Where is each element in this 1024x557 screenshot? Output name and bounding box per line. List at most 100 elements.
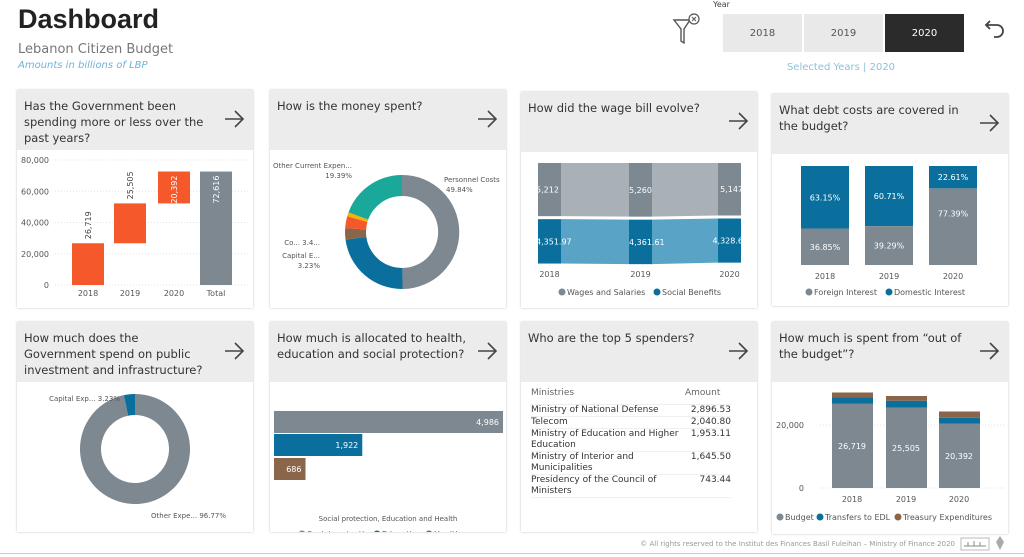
- legend-label: Transfers to EDL: [824, 513, 891, 522]
- card-header-social-allocation[interactable]: How much is allocated to health, educati…: [270, 322, 506, 382]
- bar: [274, 411, 503, 433]
- bar: [274, 458, 306, 480]
- data-label: 1,922: [335, 441, 358, 450]
- data-label: 5,147: [720, 185, 743, 194]
- y-tick-label: 0: [799, 484, 804, 493]
- data-label: 4,361.61: [629, 238, 665, 247]
- arrow-right-icon[interactable]: [978, 340, 1000, 362]
- data-label: 39.29%: [874, 242, 905, 251]
- card-debt-costs: What debt costs are covered in the budge…: [772, 94, 1008, 306]
- slice-value: 19.39%: [325, 172, 352, 180]
- arrow-right-icon[interactable]: [223, 108, 245, 130]
- data-label: 5,260: [629, 186, 652, 195]
- card-header-spending-trend[interactable]: Has the Government been spending more or…: [17, 90, 253, 150]
- year-button-2018[interactable]: 2018: [723, 14, 802, 52]
- bar-treasury-expenditures: [886, 396, 927, 401]
- donut-slice[interactable]: [345, 216, 368, 230]
- data-label: 25,505: [126, 171, 135, 199]
- slice-label: Capital E...: [282, 252, 320, 260]
- chart-debt-costs: 63.15% 36.85% 2018 60.71% 39.29% 2019 22.61% 77…: [801, 166, 977, 297]
- top-spenders-table: Ministries Amount Ministry of National Def…: [531, 386, 731, 498]
- legend-marker: [653, 288, 661, 296]
- year-button-2020[interactable]: 2020: [885, 14, 964, 52]
- table-row[interactable]: Ministry of Interior and Municipalities 1…: [531, 451, 731, 475]
- arrow-right-icon[interactable]: [727, 340, 749, 362]
- ministry-cell: Ministry of Interior and Municipalities: [531, 451, 685, 475]
- bar-domestic-interest: [865, 166, 913, 227]
- donut-slice[interactable]: [345, 236, 403, 290]
- divider: [0, 553, 1024, 554]
- card-header-out-of-budget[interactable]: How much is spent from “out of the budge…: [772, 322, 1008, 382]
- x-tick-label: Total: [206, 289, 226, 298]
- chart-wage-bill: 5,212 4,351.97 2018 5,260 4,361.61 2019 5,147 4…: [536, 163, 743, 297]
- y-tick-label: 40,000: [21, 219, 49, 228]
- table-row[interactable]: Presidency of the Council of Ministers 74…: [531, 474, 731, 498]
- card-spending-trend: Has the Government been spending more or…: [17, 90, 253, 308]
- y-tick-label: 60,000: [21, 187, 49, 196]
- arrow-right-icon[interactable]: [223, 340, 245, 362]
- clear-filter-icon[interactable]: [672, 12, 702, 46]
- card-header-wage-bill[interactable]: How did the wage bill evolve?: [521, 92, 757, 152]
- donut-slice[interactable]: [123, 394, 135, 416]
- card-header-top-spenders[interactable]: Who are the top 5 spenders?: [521, 322, 757, 382]
- card-title: How much does the Government spend on pu…: [24, 331, 203, 377]
- y-tick-label: 20,000: [21, 250, 49, 259]
- card-title: Who are the top 5 spenders?: [528, 331, 695, 345]
- chart-social-allocation: 4,986 1,922 686 Social protection, Educatio…: [274, 411, 503, 532]
- card-title: How much is allocated to health, educati…: [277, 331, 466, 361]
- data-label: 20,392: [170, 176, 179, 204]
- donut-slice[interactable]: [347, 212, 369, 222]
- table-row[interactable]: Telecom 2,040.80: [531, 416, 731, 429]
- legend-marker: [816, 513, 824, 521]
- card-title: What debt costs are covered in the budge…: [779, 103, 959, 133]
- ribbon-wages: [561, 163, 629, 217]
- table-row[interactable]: Ministry of National Defense 2,896.53: [531, 404, 731, 417]
- legend-marker: [558, 288, 566, 296]
- y-tick-label: 80,000: [21, 156, 49, 165]
- donut-slice[interactable]: [402, 174, 460, 289]
- bar-treasury-expenditures: [939, 411, 980, 418]
- bar-wages: [718, 163, 741, 216]
- bar-treasury-expenditures: [832, 392, 873, 398]
- arrow-right-icon[interactable]: [476, 108, 498, 130]
- arrow-right-icon[interactable]: [978, 112, 1000, 134]
- card-header-money-spent[interactable]: How is the money spent?: [270, 90, 506, 150]
- undo-icon[interactable]: [984, 18, 1006, 40]
- card-social-allocation: How much is allocated to health, educati…: [270, 322, 506, 532]
- amount-cell: 1,645.50: [685, 451, 731, 475]
- data-label: 22.61%: [938, 173, 969, 182]
- year-slicer-label: Year: [713, 0, 730, 9]
- data-label: 686: [286, 465, 301, 474]
- legend-label: Treasury Expenditures: [902, 513, 992, 522]
- donut-slice[interactable]: [80, 394, 191, 504]
- donut-slice[interactable]: [344, 228, 367, 240]
- amount-cell: 743.44: [685, 474, 731, 498]
- card-wage-bill: How did the wage bill evolve? 5,212 4,351.…: [521, 92, 757, 308]
- y-tick-label: 0: [44, 281, 49, 290]
- data-label: 36.85%: [810, 243, 841, 252]
- card-header-debt-costs[interactable]: What debt costs are covered in the budge…: [772, 94, 1008, 154]
- x-tick-label: 2020: [943, 272, 963, 281]
- column-header-amount[interactable]: Amount: [685, 386, 731, 405]
- table-row[interactable]: Ministry of Education and Higher Educati…: [531, 428, 731, 452]
- legend-marker: [894, 513, 902, 521]
- card-header-public-investment[interactable]: How much does the Government spend on pu…: [17, 322, 253, 382]
- bar-transfers-to-edl: [832, 397, 873, 404]
- arrow-right-icon[interactable]: [476, 340, 498, 362]
- amount-cell: 2,040.80: [685, 416, 731, 429]
- year-button-2019[interactable]: 2019: [804, 14, 883, 52]
- x-tick-label: 2018: [842, 495, 862, 504]
- bar-foreign-interest: [865, 226, 913, 265]
- x-tick-label: 2019: [630, 270, 650, 279]
- selected-years-text: Selected Years | 2020: [786, 62, 896, 73]
- chart-out-of-budget: 0 20,000 26,719 2018 25,505 2019 20,392 2020 Bud…: [776, 392, 1004, 522]
- slice-value: 49.84%: [446, 186, 473, 194]
- ribbon-social-benefits: [652, 218, 718, 265]
- x-tick-label: 2020: [719, 270, 739, 279]
- column-header-ministries[interactable]: Ministries: [531, 386, 685, 405]
- arrow-right-icon[interactable]: [727, 110, 749, 132]
- donut-slice[interactable]: [348, 175, 403, 220]
- legend-label: Budget: [785, 513, 814, 522]
- legend-marker: [805, 288, 813, 296]
